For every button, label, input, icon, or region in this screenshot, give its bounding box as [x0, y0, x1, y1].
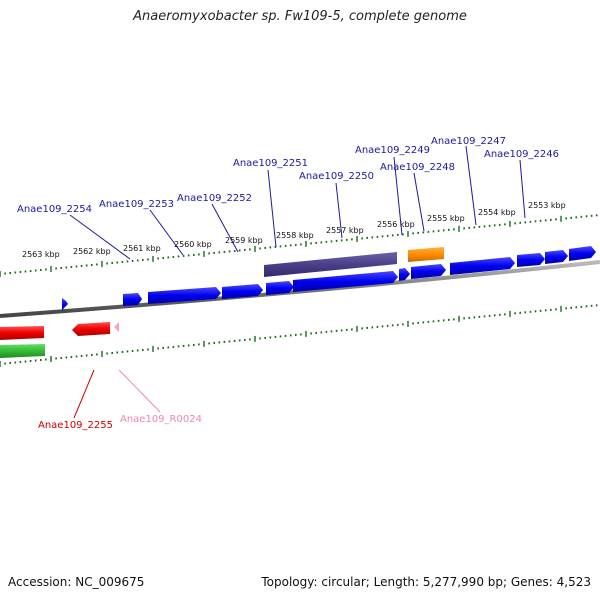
- gene-arrow: [148, 287, 221, 304]
- gene-label: Anae109_R0024: [120, 414, 202, 425]
- gene-label: Anae109_2254: [17, 204, 92, 215]
- gene-arrow: [293, 271, 398, 292]
- tick-label: 2562 kbp: [73, 247, 111, 256]
- operon-block: [264, 252, 397, 277]
- gene-label: Anae109_2249: [355, 145, 430, 156]
- gene-arrow: [266, 281, 294, 295]
- gene-arrow: [62, 298, 68, 311]
- tick-label: 2559 kbp: [225, 236, 263, 245]
- forward-strand-genes: [62, 246, 596, 311]
- gene-arrow: [450, 257, 515, 275]
- tick-label: 2563 kbp: [22, 250, 60, 259]
- gene-label: Anae109_2253: [99, 199, 174, 210]
- gene-label: Anae109_2247: [431, 136, 506, 147]
- gene-label: Anae109_2251: [233, 158, 308, 169]
- gene-arrow: [545, 250, 568, 264]
- rna-feature: [114, 322, 119, 332]
- tick-label: 2555 kbp: [427, 214, 465, 223]
- reverse-strand-genes: [0, 322, 119, 358]
- gene-arrow: [222, 284, 263, 299]
- tick-label: 2553 kbp: [528, 201, 566, 210]
- genome-backbone: [0, 260, 600, 318]
- highlighted-gene-block: [408, 247, 444, 262]
- gene-label: Anae109_2246: [484, 149, 559, 160]
- tick-label: 2557 kbp: [326, 226, 364, 235]
- green-track-feature: [0, 344, 45, 358]
- gene-label: Anae109_2250: [299, 171, 374, 182]
- lower-tick-track: [0, 304, 598, 367]
- gene-arrow: [123, 293, 142, 306]
- leader-line-reverse: [73, 369, 95, 419]
- gene-arrow: [569, 246, 596, 261]
- upper-tick-track: [0, 214, 598, 277]
- tick-label: 2556 kbp: [377, 220, 415, 229]
- gene-labels: Anae109_2254 Anae109_2253 Anae109_2252 A…: [17, 136, 559, 431]
- gene-arrow-reverse: [72, 322, 110, 336]
- leader-line-rna: [118, 369, 161, 413]
- gene-arrow: [399, 268, 410, 281]
- gene-arrow-reverse: [0, 326, 44, 340]
- tick-label: 2554 kbp: [478, 208, 516, 217]
- tick-labels: 2563 kbp 2562 kbp 2561 kbp 2560 kbp 2559…: [22, 201, 566, 259]
- tick-label: 2558 kbp: [276, 231, 314, 240]
- gene-label: Anae109_2255: [38, 420, 113, 431]
- topology-text: Topology: circular; Length: 5,277,990 bp…: [261, 575, 591, 589]
- gene-arrow: [517, 253, 545, 267]
- tick-label: 2560 kbp: [174, 240, 212, 249]
- accession-text: Accession: NC_009675: [8, 575, 145, 589]
- gene-label: Anae109_2248: [380, 162, 455, 173]
- map-title: Anaeromyxobacter sp. Fw109-5, complete g…: [133, 9, 467, 24]
- gene-label: Anae109_2252: [177, 193, 252, 204]
- gene-leader-lines: [69, 145, 526, 260]
- tick-label: 2561 kbp: [123, 244, 161, 253]
- gene-arrow: [411, 264, 446, 279]
